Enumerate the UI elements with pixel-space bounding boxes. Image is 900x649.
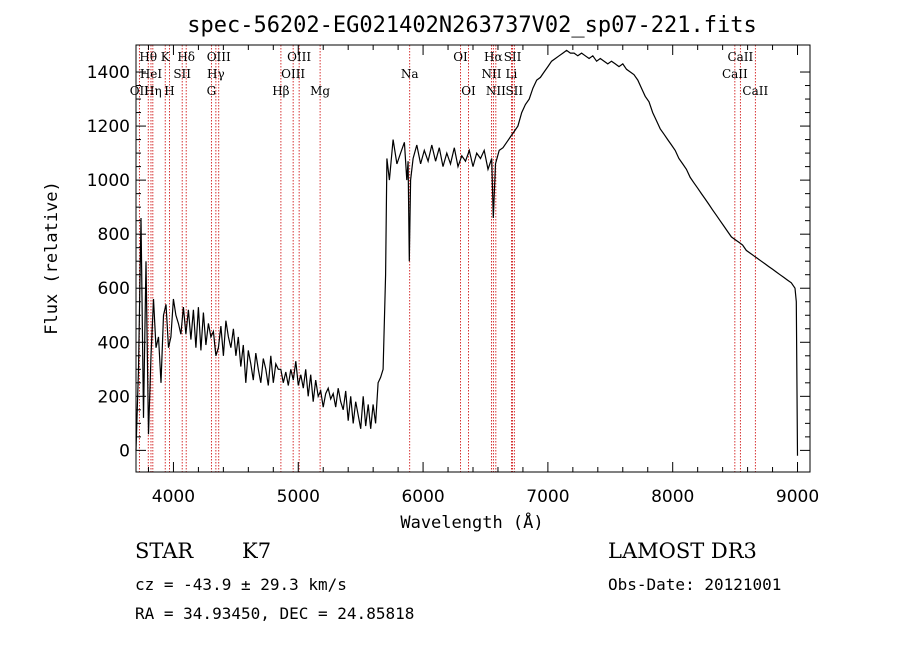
- line-label: OI: [461, 84, 476, 98]
- x-tick-label: 5000: [277, 487, 320, 507]
- line-label: SII: [173, 67, 191, 81]
- line-label: OI: [453, 50, 468, 64]
- line-label: Mg: [310, 84, 330, 98]
- y-tick-label: 1000: [87, 171, 130, 191]
- line-label: G: [207, 84, 217, 98]
- x-tick-label: 8000: [651, 487, 694, 507]
- chart-title: spec-56202-EG021402N263737V02_sp07-221.f…: [187, 13, 757, 38]
- y-tick-label: 1400: [87, 63, 130, 83]
- line-label: Li: [506, 67, 518, 81]
- x-tick-label: 6000: [401, 487, 444, 507]
- y-tick-label: 200: [98, 387, 130, 407]
- subclass: K7: [242, 539, 272, 563]
- x-tick-label: 9000: [776, 487, 819, 507]
- x-axis: 4000 5000 6000 7000 8000 9000: [147, 45, 819, 507]
- line-label: H: [164, 84, 174, 98]
- x-axis-label: Wavelength (Å): [400, 511, 543, 533]
- line-label: HeI: [140, 67, 163, 81]
- object-class: STAR: [135, 539, 194, 563]
- line-label: CaII: [742, 84, 768, 98]
- line-label: SII: [504, 50, 522, 64]
- line-label: Hδ: [177, 50, 195, 64]
- line-label: Hβ: [272, 84, 289, 98]
- redshift-cz: cz = -43.9 ± 29.3 km/s: [135, 575, 347, 594]
- line-label: NII: [481, 67, 501, 81]
- line-label: SII: [505, 84, 523, 98]
- y-tick-label: 0: [119, 441, 130, 461]
- line-label: K: [161, 50, 171, 64]
- line-label: CaII: [722, 67, 748, 81]
- coordinates: RA = 34.93450, DEC = 24.85818: [135, 604, 415, 623]
- obs-date: Obs-Date: 20121001: [608, 575, 782, 594]
- y-tick-label: 1200: [87, 117, 130, 137]
- survey-name: LAMOST DR3: [608, 539, 757, 563]
- y-axis: 0 200 400 600 800 1000 1200 1400: [87, 63, 810, 461]
- line-markers: [138, 45, 756, 472]
- line-label: NII: [486, 84, 506, 98]
- y-tick-label: 600: [98, 279, 130, 299]
- y-tick-label: 400: [98, 333, 130, 353]
- x-tick-label: 4000: [152, 487, 195, 507]
- line-label: CaII: [727, 50, 753, 64]
- spectrum-line: [135, 49, 799, 456]
- line-label: OII: [130, 84, 150, 98]
- plot-frame: [135, 44, 811, 473]
- line-label: OIII: [281, 67, 305, 81]
- line-label: Hα: [484, 50, 503, 64]
- line-labels: Hθ OII HeI Hη K H SII Hδ OIII Hγ G Hβ OIII OIII Mg Na OI…: [130, 50, 769, 98]
- line-label: Hγ: [207, 67, 225, 81]
- line-label: Hθ: [139, 50, 157, 64]
- y-tick-label: 800: [98, 225, 130, 245]
- line-label: Hη: [144, 84, 162, 98]
- line-label: OIII: [207, 50, 231, 64]
- x-tick-label: 7000: [526, 487, 569, 507]
- line-label: OIII: [287, 50, 311, 64]
- line-label: Na: [401, 67, 419, 81]
- y-axis-label: Flux (relative): [42, 181, 62, 335]
